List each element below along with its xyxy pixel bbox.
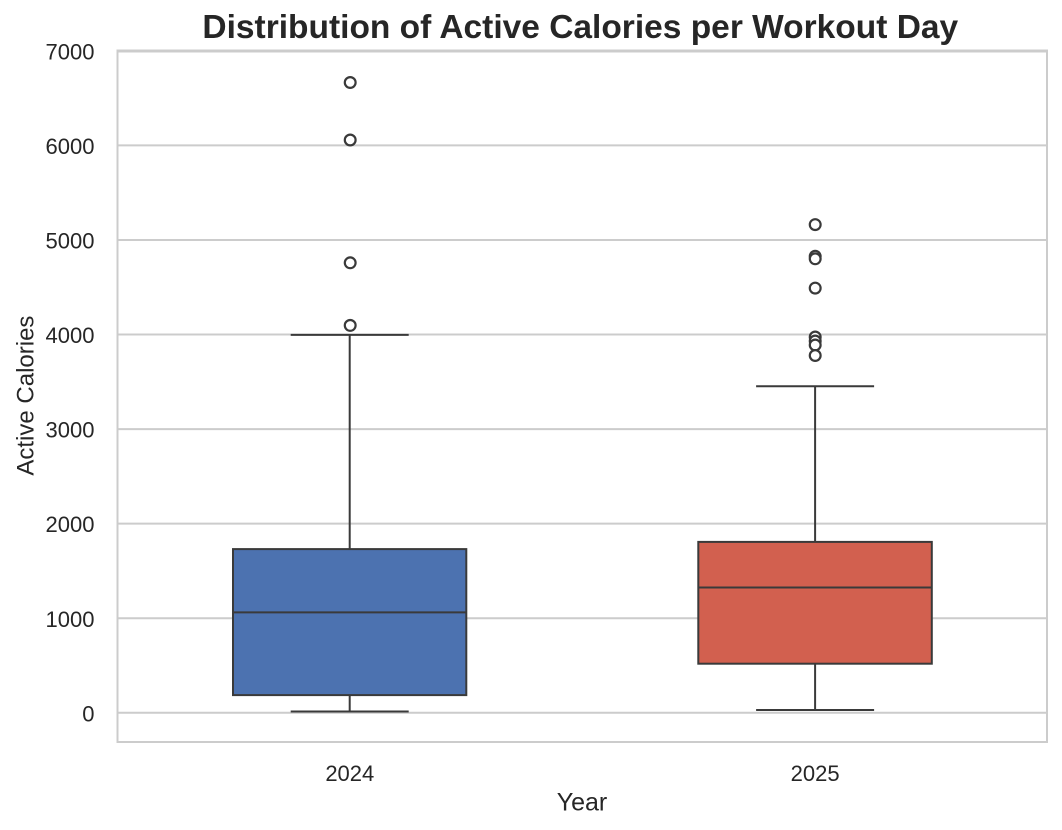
svg-text:5000: 5000	[46, 229, 95, 254]
svg-text:4000: 4000	[46, 323, 95, 348]
svg-text:0: 0	[82, 701, 94, 726]
svg-text:2025: 2025	[791, 761, 840, 786]
svg-text:Distribution of Active Calorie: Distribution of Active Calories per Work…	[202, 9, 958, 46]
svg-text:Year: Year	[557, 789, 608, 817]
svg-text:2024: 2024	[325, 761, 374, 786]
svg-text:3000: 3000	[46, 418, 95, 443]
svg-text:6000: 6000	[46, 134, 95, 159]
svg-text:Active Calories: Active Calories	[13, 316, 40, 476]
svg-text:7000: 7000	[46, 40, 95, 65]
svg-text:1000: 1000	[46, 607, 95, 632]
svg-text:2000: 2000	[46, 512, 95, 537]
